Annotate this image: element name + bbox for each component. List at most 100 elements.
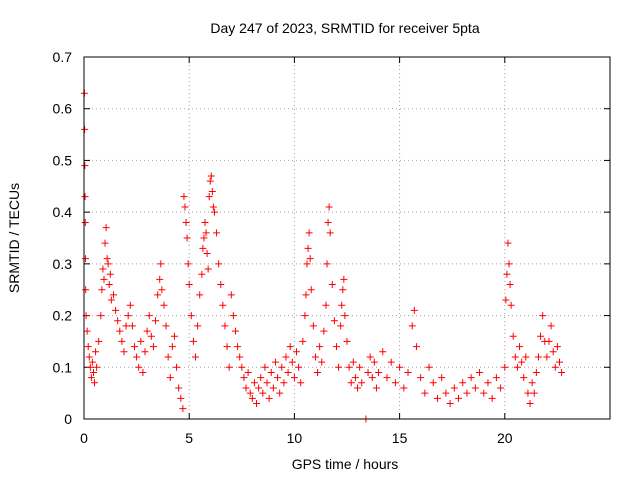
data-point (158, 286, 166, 294)
data-point (410, 306, 418, 314)
grid-lines (84, 57, 610, 419)
data-point (318, 358, 326, 366)
data-point (459, 379, 467, 387)
data-point (170, 332, 178, 340)
data-point (162, 322, 170, 330)
data-point (122, 322, 130, 330)
data-point (293, 348, 301, 356)
data-point (181, 203, 189, 211)
data-point (320, 327, 328, 335)
data-point (98, 286, 106, 294)
y-axis-label: SRMTID / TECUs (6, 183, 22, 293)
data-point (347, 379, 355, 387)
x-tick-label: 5 (185, 430, 193, 446)
data-point (284, 368, 292, 376)
data-point (213, 229, 221, 237)
data-point (322, 301, 330, 309)
y-tick-label: 0.1 (53, 359, 73, 375)
data-point (91, 379, 99, 387)
data-point (234, 343, 242, 351)
data-point (149, 343, 157, 351)
data-point (556, 358, 564, 366)
data-point (208, 187, 216, 195)
data-point (194, 322, 202, 330)
data-point (147, 332, 155, 340)
data-point (330, 317, 338, 325)
data-point (156, 275, 164, 283)
data-point (326, 229, 334, 237)
data-point (274, 374, 282, 382)
data-point (354, 384, 362, 392)
data-point (271, 358, 279, 366)
data-point (238, 363, 246, 371)
data-point (179, 405, 187, 413)
data-point (455, 394, 463, 402)
data-point (157, 260, 165, 268)
data-point (210, 208, 218, 216)
data-point (502, 296, 510, 304)
data-point (372, 384, 380, 392)
data-point (307, 286, 315, 294)
data-point (118, 337, 126, 345)
data-point (299, 337, 307, 345)
data-point (217, 281, 225, 289)
data-point (341, 312, 349, 320)
data-point (101, 239, 109, 247)
data-point (314, 368, 322, 376)
data-point (82, 286, 90, 294)
data-point (83, 327, 91, 335)
data-point (433, 394, 441, 402)
data-point (187, 312, 195, 320)
data-point (511, 353, 519, 361)
chart-title: Day 247 of 2023, SRMTID for receiver 5pt… (210, 20, 479, 36)
data-point (120, 348, 128, 356)
data-point (522, 353, 530, 361)
data-point (484, 379, 492, 387)
data-point (221, 322, 229, 330)
plot-frame (83, 56, 611, 420)
data-point (109, 291, 117, 299)
data-point (295, 363, 303, 371)
data-point (503, 270, 511, 278)
data-point (133, 353, 141, 361)
data-point (306, 255, 314, 263)
data-point (242, 384, 250, 392)
data-point (240, 374, 248, 382)
data-point (497, 384, 505, 392)
data-point (324, 218, 332, 226)
data-point (128, 322, 136, 330)
data-point (160, 301, 168, 309)
data-point (201, 218, 209, 226)
data-point (81, 193, 89, 201)
data-point (553, 343, 561, 351)
data-point (534, 353, 542, 361)
data-point (104, 260, 112, 268)
data-point (145, 312, 153, 320)
data-point (231, 327, 239, 335)
data-point (309, 322, 317, 330)
data-point (506, 281, 514, 289)
data-point (349, 358, 357, 366)
data-point (507, 301, 515, 309)
data-point (391, 379, 399, 387)
data-point (81, 162, 89, 170)
y-tick-label: 0.4 (53, 204, 73, 220)
data-point (196, 291, 204, 299)
data-point (141, 348, 149, 356)
data-point (387, 358, 395, 366)
data-point (304, 244, 312, 252)
data-point (356, 363, 364, 371)
data-point (528, 379, 536, 387)
data-point (206, 177, 214, 185)
data-point (302, 291, 310, 299)
data-point (505, 260, 513, 268)
data-point (442, 389, 450, 397)
data-point (524, 389, 532, 397)
data-point (471, 384, 479, 392)
data-point (325, 203, 333, 211)
data-point (480, 389, 488, 397)
data-point (263, 379, 271, 387)
data-point (236, 353, 244, 361)
data-point (328, 281, 336, 289)
